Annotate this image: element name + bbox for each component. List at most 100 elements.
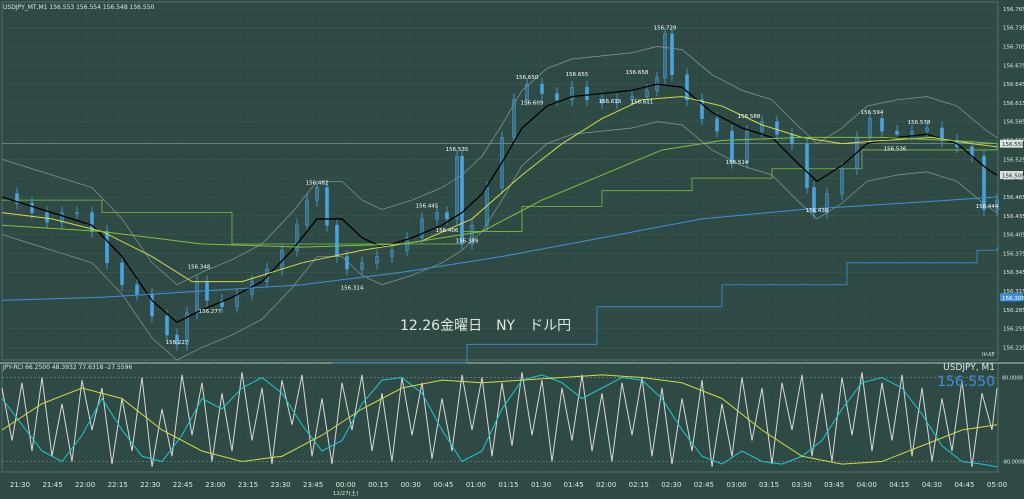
x-tick-label: 04:45 — [954, 481, 974, 489]
main-y-tick-label: 156.225 — [1003, 345, 1024, 351]
price-annotation: 156.438 — [806, 208, 829, 214]
moving-average-line — [1, 83, 998, 324]
main-y-tick-label: 156.525 — [1003, 157, 1024, 163]
candle-body — [165, 315, 169, 336]
candle-body — [60, 212, 64, 223]
candle-body — [825, 193, 829, 213]
candle-body — [525, 83, 529, 101]
candle-body — [600, 99, 604, 104]
candle-body — [630, 96, 634, 101]
rci-line — [1, 372, 998, 467]
candle-body — [670, 33, 674, 76]
main-y-tick-label: 156.465 — [1003, 195, 1024, 201]
candle-body — [540, 83, 544, 94]
price-annotation: 156.389 — [456, 239, 479, 245]
price-annotation: 156.227 — [166, 340, 189, 346]
candle-body — [512, 99, 516, 138]
price-annotation: 156.406 — [436, 228, 459, 234]
price-annotation: 156.615 — [599, 99, 622, 105]
rci-line — [1, 374, 998, 465]
moving-average-line — [1, 196, 998, 301]
candle-body — [500, 137, 504, 188]
x-tick-label: 02:30 — [661, 481, 681, 489]
x-tick-label: 02:00 — [596, 481, 616, 489]
x-tick-label: 04:00 — [857, 481, 877, 489]
price-tag — [1000, 139, 1023, 148]
price-annotation: 156.445 — [416, 204, 439, 210]
candle-body — [460, 155, 464, 245]
candle-body — [982, 155, 986, 210]
candle-body — [775, 121, 779, 135]
candle-body — [910, 130, 914, 135]
price-annotation: 156.655 — [566, 72, 589, 78]
step-line-blue — [332, 247, 998, 364]
candle-body — [15, 193, 19, 204]
moving-average-line — [1, 136, 998, 248]
x-tick-label: 23:30 — [270, 481, 290, 489]
osc-y-tick-label: 80.0000 — [1002, 376, 1023, 382]
main-y-tick-label: 156.435 — [1003, 214, 1024, 220]
rci-line — [1, 374, 998, 468]
candle-body — [715, 118, 719, 132]
candle-body — [805, 143, 809, 188]
x-tick-label: 02:45 — [694, 481, 714, 489]
main-y-tick-label: 156.615 — [1003, 101, 1024, 107]
main-y-tick-label: 156.495 — [1003, 176, 1024, 182]
x-tick-label: 03:45 — [824, 481, 844, 489]
price-annotation: 156.611 — [631, 99, 654, 105]
price-tag-label: 156.305 — [1002, 296, 1024, 302]
x-tick-label: 00:00 — [336, 481, 356, 489]
candle-body — [663, 33, 667, 79]
candle-body — [90, 212, 94, 232]
x-tick-label: 04:30 — [922, 481, 942, 489]
candle-body — [375, 256, 379, 264]
candle-body — [390, 249, 394, 257]
x-tick-label: 03:15 — [759, 481, 779, 489]
price-annotation: 156.609 — [521, 101, 544, 107]
candle-body — [295, 224, 299, 251]
main-y-tick-label: 156.645 — [1003, 82, 1024, 88]
candle-body — [700, 99, 704, 119]
candle-body — [135, 284, 139, 295]
main-y-tick-label: 156.585 — [1003, 120, 1024, 126]
main-y-tick-label: 156.345 — [1003, 270, 1024, 276]
x-tick-label: 21:30 — [10, 481, 30, 489]
x-tick-label: 00:30 — [401, 481, 421, 489]
candle-body — [455, 155, 459, 220]
candle-body — [175, 334, 179, 345]
date-label: 12/27(土) — [333, 489, 359, 497]
price-annotation: 156.514 — [726, 160, 749, 166]
candle-body — [895, 130, 899, 135]
candle-body — [335, 224, 339, 257]
x-tick-label: 04:15 — [889, 481, 909, 489]
x-tick-label: 23:15 — [238, 481, 258, 489]
candle-body — [445, 212, 449, 220]
candle-body — [645, 90, 649, 97]
candle-body — [325, 187, 329, 226]
candle-body — [470, 224, 474, 245]
candle-body — [120, 262, 124, 286]
envelope-lower-band — [1, 121, 998, 361]
candle-body — [315, 187, 319, 201]
candle-body — [615, 99, 619, 104]
price-tag — [1000, 293, 1023, 302]
candle-body — [30, 202, 34, 213]
moving-average-line — [1, 96, 998, 283]
step-line-green — [2, 143, 998, 245]
x-tick-label: 01:30 — [531, 481, 551, 489]
price-tag-label: 156.500 — [1002, 174, 1024, 180]
main-y-tick-label: 156.255 — [1003, 327, 1024, 333]
price-tag — [1000, 171, 1023, 180]
candle-body — [420, 218, 424, 239]
price-annotation: 156.314 — [341, 286, 364, 292]
x-tick-label: 03:30 — [792, 481, 812, 489]
x-tick-label: 22:45 — [173, 481, 193, 489]
candle-body — [812, 187, 816, 213]
candle-body — [995, 199, 999, 210]
price-annotation: 156.277 — [199, 309, 222, 315]
candle-body — [685, 74, 689, 101]
candle-body — [585, 86, 589, 101]
main-y-tick-label: 156.285 — [1003, 308, 1024, 314]
